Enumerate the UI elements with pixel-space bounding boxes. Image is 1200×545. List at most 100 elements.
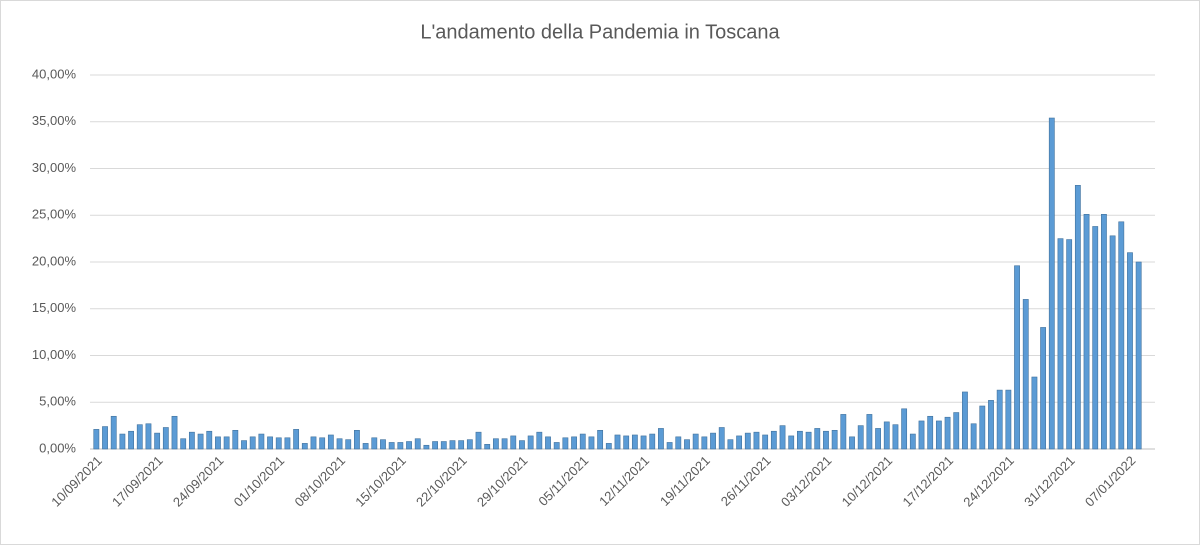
bar [110,415,117,450]
bar [232,429,239,450]
y-tick-label: 10,00% [32,347,77,362]
bar [744,432,751,450]
y-tick-label: 35,00% [32,113,77,128]
bar [380,439,386,450]
bar [327,434,334,450]
bar [675,436,682,450]
bar [510,435,517,450]
bar [1048,117,1055,450]
bar [397,442,404,450]
bar [223,436,230,450]
bar [414,438,421,450]
bar [788,435,795,450]
bar [631,434,638,450]
bar [927,415,934,450]
y-tick-label: 5,00% [39,394,76,409]
bar [588,436,595,450]
bar [275,437,282,450]
bar [571,436,577,450]
bar [145,423,152,450]
bar [605,443,612,450]
bar [128,430,134,450]
bar [458,440,465,450]
bar [892,424,899,450]
bar [162,427,169,450]
bar [501,438,508,450]
bar [1101,214,1107,450]
bar [432,441,438,450]
bar [831,429,838,450]
bar [440,441,447,450]
bar [953,412,960,450]
chart-title: L'andamento della Pandemia in Toscana [420,21,780,43]
bar [875,428,881,450]
bar [93,429,100,450]
bar [197,433,204,450]
bar [310,436,317,450]
bar [1118,221,1125,450]
bar [849,436,855,450]
bar [805,431,812,450]
bar [597,429,604,450]
bar [1083,214,1090,450]
bar [249,436,256,450]
bar [545,436,551,450]
bar [154,432,161,450]
bar [241,440,247,450]
bar [1057,238,1064,450]
bar [258,433,265,450]
bar [388,442,395,450]
y-tick-label: 40,00% [32,66,77,81]
bar [1135,261,1142,450]
bar [944,416,951,450]
bar [354,429,360,450]
bar [406,441,412,450]
bar [823,430,829,450]
bar [962,391,968,450]
bar [684,439,690,450]
bar [180,438,187,450]
bar [779,425,786,450]
bar [206,430,213,450]
bar [423,444,430,450]
bar [727,439,734,450]
bar [736,435,743,450]
bar [1005,389,1012,450]
y-tick-label: 15,00% [32,300,77,315]
bar [215,436,221,450]
y-tick-label: 0,00% [39,440,76,455]
bar [492,438,499,450]
bar [649,433,656,450]
bar [918,420,925,450]
bar [710,432,716,450]
bar [753,431,760,450]
bar [136,424,143,450]
bar [623,435,630,450]
bar [1074,185,1081,450]
bar [614,434,621,450]
bar [1040,327,1047,450]
y-tick-label: 25,00% [32,207,77,222]
bar [1066,239,1073,450]
bar [1031,376,1038,450]
bar [484,444,491,450]
bar [449,440,456,450]
bar [1109,235,1116,450]
bar [319,437,326,450]
bar [553,442,560,450]
bar [301,443,308,450]
bar [909,433,916,450]
bar [102,426,108,450]
bar [562,437,569,450]
bar [970,423,977,450]
bar [267,436,273,450]
bar [519,440,525,450]
bar [371,437,378,450]
bar [188,431,195,450]
bar [692,433,699,450]
bar [658,428,664,450]
bar [171,415,178,450]
bar [119,433,126,450]
bar [996,389,1003,450]
